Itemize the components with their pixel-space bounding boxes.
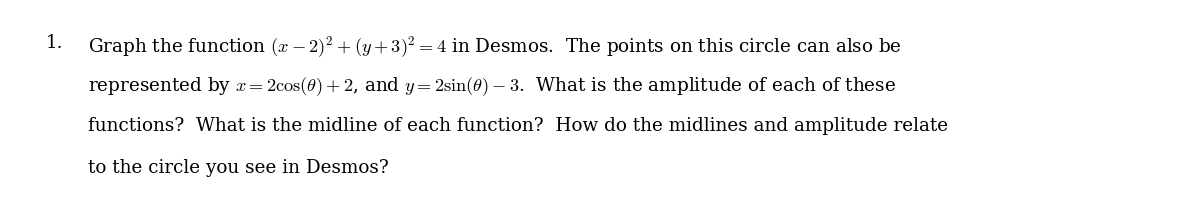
Text: to the circle you see in Desmos?: to the circle you see in Desmos? [88,159,389,177]
Text: functions?  What is the midline of each function?  How do the midlines and ampli: functions? What is the midline of each f… [88,117,948,135]
Text: 1.: 1. [46,34,64,52]
Text: Graph the function $(x-2)^2+(y+3)^2=4$ in Desmos.  The points on this circle can: Graph the function $(x-2)^2+(y+3)^2=4$ i… [88,34,901,60]
Text: represented by $x=2\cos(\theta)+2$, and $y=2\sin(\theta)-3$.  What is the amplit: represented by $x=2\cos(\theta)+2$, and … [88,76,895,98]
